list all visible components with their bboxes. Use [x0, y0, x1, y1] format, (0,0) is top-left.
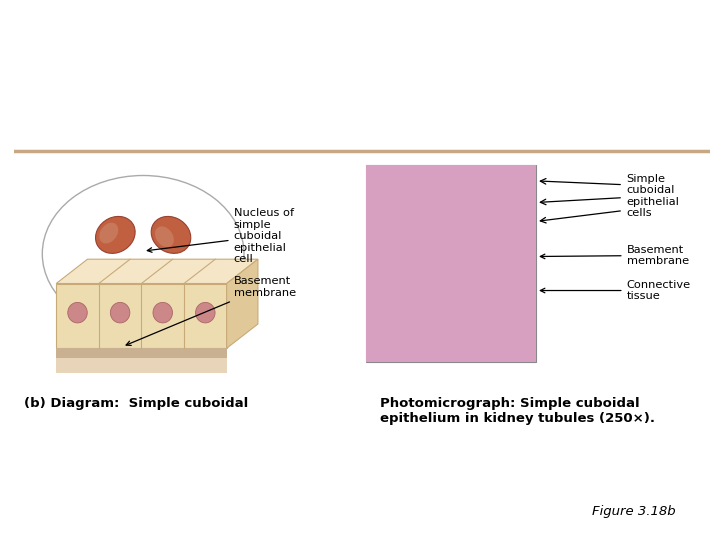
Ellipse shape — [110, 302, 130, 323]
Text: Connective
tissue: Connective tissue — [540, 280, 690, 301]
Polygon shape — [56, 358, 227, 373]
Ellipse shape — [68, 302, 87, 323]
Text: (b) Diagram:  Simple cuboidal: (b) Diagram: Simple cuboidal — [24, 397, 248, 410]
Ellipse shape — [99, 222, 118, 244]
Polygon shape — [56, 259, 258, 284]
Text: Photomicrograph: Simple cuboidal
epithelium in kidney tubules (250×).: Photomicrograph: Simple cuboidal epithel… — [379, 397, 654, 425]
Ellipse shape — [151, 217, 191, 253]
Ellipse shape — [196, 302, 215, 323]
Polygon shape — [56, 348, 227, 358]
Ellipse shape — [155, 226, 174, 247]
Text: Figure 3.18b: Figure 3.18b — [592, 505, 675, 518]
Ellipse shape — [96, 217, 135, 253]
Text: Nucleus of
simple
cuboidal
epithelial
cell: Nucleus of simple cuboidal epithelial ce… — [148, 208, 294, 264]
Ellipse shape — [153, 302, 173, 323]
Polygon shape — [56, 284, 227, 348]
Text: Simple
cuboidal
epithelial
cells: Simple cuboidal epithelial cells — [626, 174, 680, 218]
Polygon shape — [227, 259, 258, 348]
FancyBboxPatch shape — [366, 165, 536, 362]
Text: Basement
membrane: Basement membrane — [126, 276, 296, 346]
FancyBboxPatch shape — [366, 165, 536, 362]
Text: Basement
membrane: Basement membrane — [540, 245, 689, 266]
